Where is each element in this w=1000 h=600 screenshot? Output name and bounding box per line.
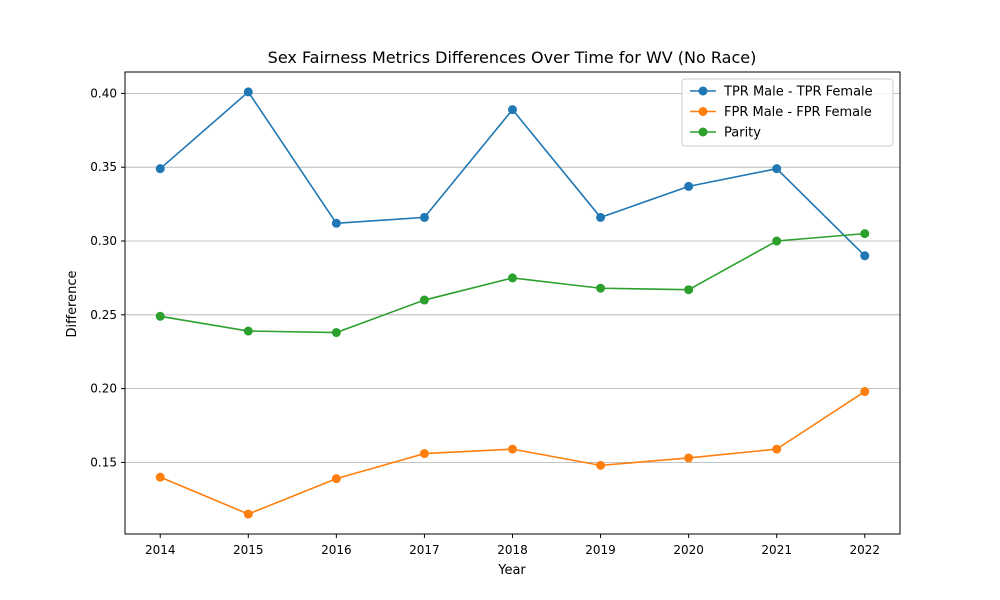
legend-swatch-marker	[698, 107, 708, 116]
series-line	[160, 232, 865, 334]
y-tick-label: 0.25	[90, 308, 117, 322]
legend-label: FPR Male - FPR Female	[724, 105, 872, 120]
data-point	[331, 474, 341, 484]
y-tick-label: 0.35	[90, 160, 117, 174]
x-tick-label: 2015	[233, 543, 264, 557]
data-point	[772, 164, 782, 174]
x-tick-label: 2016	[321, 543, 352, 557]
x-tick-label: 2017	[409, 543, 440, 557]
x-tick-label: 2020	[673, 543, 704, 557]
x-tick-label: 2019	[585, 543, 616, 557]
data-point	[684, 453, 694, 463]
data-point	[155, 164, 165, 174]
y-axis: 0.15 0.20 0.25 0.30 0.35 0.40	[90, 86, 125, 469]
data-point	[243, 87, 253, 97]
x-tick-label: 2014	[145, 543, 176, 557]
data-point	[155, 472, 165, 482]
x-tick-label: 2018	[497, 543, 528, 557]
data-point	[331, 328, 341, 338]
legend-item: TPR Male - TPR Female	[690, 85, 873, 100]
series-1	[155, 87, 870, 261]
data-point	[596, 283, 606, 293]
y-tick-label: 0.40	[90, 86, 117, 100]
data-point	[331, 218, 341, 228]
legend-swatch-marker	[698, 127, 708, 137]
y-tick-label: 0.20	[90, 382, 117, 396]
legend-item: Parity	[690, 126, 761, 141]
x-axis: 2014 2015 2016 2017 2018 2019 2020 2021 2022	[145, 534, 880, 557]
series-layer	[155, 87, 870, 519]
data-point	[243, 509, 253, 519]
data-point	[684, 285, 694, 295]
data-point	[419, 295, 429, 305]
legend-label: TPR Male - TPR Female	[723, 85, 873, 100]
y-axis-label: Difference	[65, 270, 80, 337]
data-point	[772, 236, 782, 246]
data-point	[419, 212, 429, 222]
data-point	[772, 444, 782, 454]
data-point	[508, 444, 517, 454]
legend-box	[681, 78, 894, 147]
data-point	[508, 273, 517, 283]
data-point	[860, 251, 870, 261]
legend-label: Parity	[724, 126, 761, 141]
y-tick-label: 0.30	[90, 234, 117, 248]
data-point	[243, 326, 253, 336]
x-axis-label: Year	[497, 563, 526, 578]
grid-lines	[125, 93, 900, 463]
data-point	[860, 229, 870, 239]
series-2	[155, 387, 870, 519]
x-tick-label: 2022	[849, 543, 880, 557]
data-point	[596, 212, 606, 222]
data-point	[419, 449, 429, 459]
x-tick-label: 2021	[761, 543, 792, 557]
legend-swatch-marker	[698, 86, 708, 96]
data-point	[860, 387, 870, 397]
data-point	[596, 460, 606, 470]
chart-title: Sex Fairness Metrics Differences Over Ti…	[268, 48, 757, 67]
series-3	[155, 229, 870, 338]
data-point	[508, 105, 517, 115]
data-point	[684, 181, 694, 191]
y-tick-label: 0.15	[90, 455, 117, 469]
legend: TPR Male - TPR Female FPR Male - FPR Fema…	[681, 78, 894, 147]
legend-item: FPR Male - FPR Female	[690, 105, 872, 120]
data-point	[155, 311, 165, 321]
